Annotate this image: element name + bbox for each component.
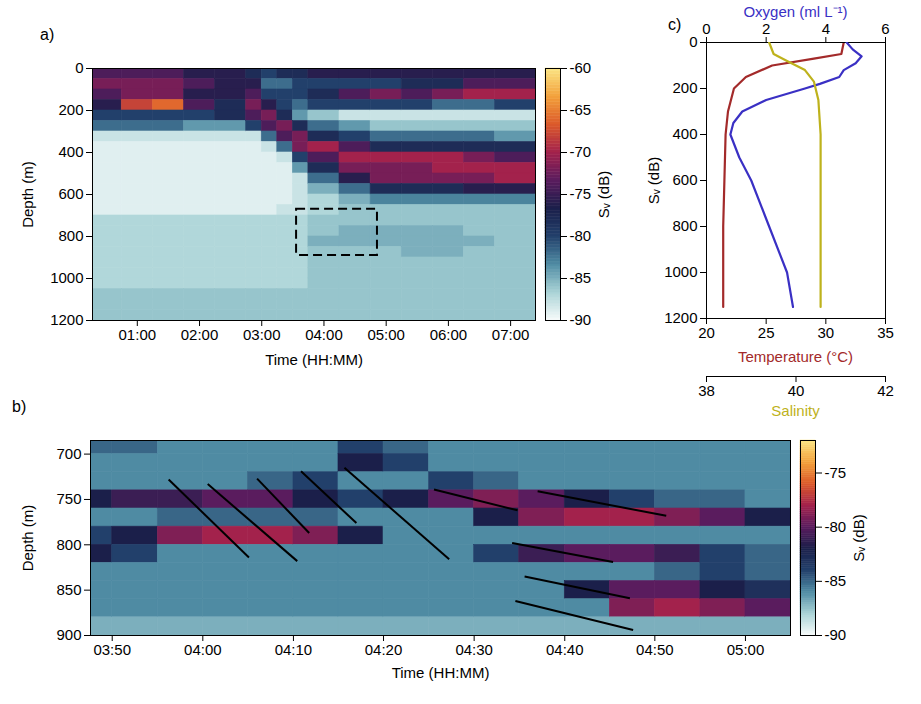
svg-text:40: 40: [788, 382, 805, 399]
svg-text:04:10: 04:10: [275, 641, 313, 658]
svg-text:04:00: 04:00: [305, 326, 343, 343]
svg-text:04:20: 04:20: [365, 641, 403, 658]
html-text:a): a): [40, 26, 55, 43]
svg-text:600: 600: [672, 171, 697, 188]
svg-text:Sᵥ (dB): Sᵥ (dB): [850, 514, 867, 561]
svg-text:Time (HH:MM): Time (HH:MM): [265, 351, 363, 368]
svg-text:-75: -75: [825, 464, 847, 481]
svg-text:04:50: 04:50: [636, 641, 674, 658]
svg-text:0: 0: [75, 59, 83, 76]
svg-text:Sᵥ (dB): Sᵥ (dB): [645, 157, 662, 204]
svg-text:0: 0: [702, 20, 710, 37]
svg-text:1200: 1200: [50, 311, 83, 328]
svg-text:-90: -90: [570, 311, 592, 328]
svg-text:07:00: 07:00: [492, 326, 530, 343]
svg-text:03:50: 03:50: [93, 641, 131, 658]
svg-text:-60: -60: [570, 59, 592, 76]
svg-text:700: 700: [56, 445, 81, 462]
svg-text:1200: 1200: [664, 309, 697, 326]
svg-text:Depth (m): Depth (m): [19, 505, 36, 572]
svg-text:38: 38: [698, 382, 715, 399]
html-text:Temperature (°C): Temperature (°C): [737, 348, 854, 365]
svg-text:0: 0: [689, 33, 697, 50]
svg-text:850: 850: [56, 581, 81, 598]
svg-text:Depth (m): Depth (m): [19, 161, 36, 228]
svg-text:800: 800: [56, 536, 81, 553]
svg-text:-75: -75: [570, 185, 592, 202]
svg-text:35: 35: [877, 324, 894, 341]
svg-text:800: 800: [58, 227, 83, 244]
svg-text:900: 900: [56, 626, 81, 643]
svg-text:4: 4: [822, 20, 830, 37]
svg-text:02:00: 02:00: [181, 326, 219, 343]
svg-text:01:00: 01:00: [119, 326, 157, 343]
svg-text:03:00: 03:00: [243, 326, 281, 343]
svg-text:04:00: 04:00: [184, 641, 222, 658]
svg-text:-90: -90: [825, 626, 847, 643]
html-text:Oxygen (ml L⁻¹): Oxygen (ml L⁻¹): [743, 3, 848, 20]
svg-text:400: 400: [672, 125, 697, 142]
svg-text:Sᵥ (dB): Sᵥ (dB): [595, 171, 612, 218]
html-text:c): c): [668, 16, 682, 33]
svg-text:1000: 1000: [664, 263, 697, 280]
svg-text:-80: -80: [825, 518, 847, 535]
html-text:b): b): [12, 398, 27, 415]
svg-text:-65: -65: [570, 101, 592, 118]
svg-text:2: 2: [762, 20, 770, 37]
html-text:Salinity: Salinity: [771, 402, 820, 419]
svg-text:-70: -70: [570, 143, 592, 160]
svg-text:1000: 1000: [50, 269, 83, 286]
svg-text:600: 600: [58, 185, 83, 202]
svg-text:-85: -85: [570, 269, 592, 286]
svg-text:6: 6: [881, 20, 889, 37]
svg-text:800: 800: [672, 217, 697, 234]
svg-text:42: 42: [877, 382, 894, 399]
svg-text:05:00: 05:00: [727, 641, 765, 658]
svg-text:-85: -85: [825, 572, 847, 589]
svg-text:20: 20: [698, 324, 715, 341]
svg-text:06:00: 06:00: [430, 326, 468, 343]
svg-text:Time (HH:MM): Time (HH:MM): [392, 664, 490, 681]
svg-text:04:40: 04:40: [546, 641, 584, 658]
svg-text:200: 200: [58, 101, 83, 118]
svg-text:05:00: 05:00: [367, 326, 405, 343]
svg-text:400: 400: [58, 143, 83, 160]
svg-text:750: 750: [56, 490, 81, 507]
svg-text:30: 30: [817, 324, 834, 341]
svg-text:25: 25: [758, 324, 775, 341]
svg-text:04:30: 04:30: [455, 641, 493, 658]
svg-text:200: 200: [672, 79, 697, 96]
svg-text:-80: -80: [570, 227, 592, 244]
